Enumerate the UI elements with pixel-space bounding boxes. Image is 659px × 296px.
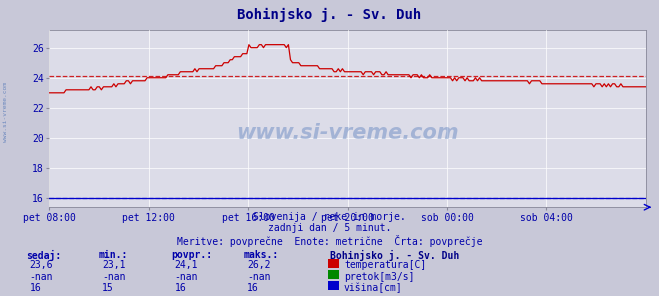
- Text: višina[cm]: višina[cm]: [344, 283, 403, 293]
- Text: -nan: -nan: [247, 272, 271, 282]
- Text: maks.:: maks.:: [244, 250, 279, 260]
- Text: zadnji dan / 5 minut.: zadnji dan / 5 minut.: [268, 223, 391, 234]
- Text: 23,1: 23,1: [102, 260, 126, 271]
- Text: Bohinjsko j. - Sv. Duh: Bohinjsko j. - Sv. Duh: [330, 250, 459, 261]
- Text: temperatura[C]: temperatura[C]: [344, 260, 426, 271]
- Text: povpr.:: povpr.:: [171, 250, 212, 260]
- Text: www.si-vreme.com: www.si-vreme.com: [3, 83, 8, 142]
- Text: -nan: -nan: [30, 272, 53, 282]
- Text: 24,1: 24,1: [175, 260, 198, 271]
- Text: 16: 16: [175, 283, 186, 293]
- Text: 16: 16: [247, 283, 259, 293]
- Text: 16: 16: [30, 283, 42, 293]
- Text: 26,2: 26,2: [247, 260, 271, 271]
- Text: min.:: min.:: [99, 250, 129, 260]
- Text: Bohinjsko j. - Sv. Duh: Bohinjsko j. - Sv. Duh: [237, 7, 422, 22]
- Text: sedaj:: sedaj:: [26, 250, 61, 261]
- Text: 15: 15: [102, 283, 114, 293]
- Text: -nan: -nan: [175, 272, 198, 282]
- Text: www.si-vreme.com: www.si-vreme.com: [237, 123, 459, 143]
- Text: -nan: -nan: [102, 272, 126, 282]
- Text: Meritve: povprečne  Enote: metrične  Črta: povprečje: Meritve: povprečne Enote: metrične Črta:…: [177, 235, 482, 247]
- Text: pretok[m3/s]: pretok[m3/s]: [344, 272, 415, 282]
- Text: 23,6: 23,6: [30, 260, 53, 271]
- Text: Slovenija / reke in morje.: Slovenija / reke in morje.: [253, 212, 406, 222]
